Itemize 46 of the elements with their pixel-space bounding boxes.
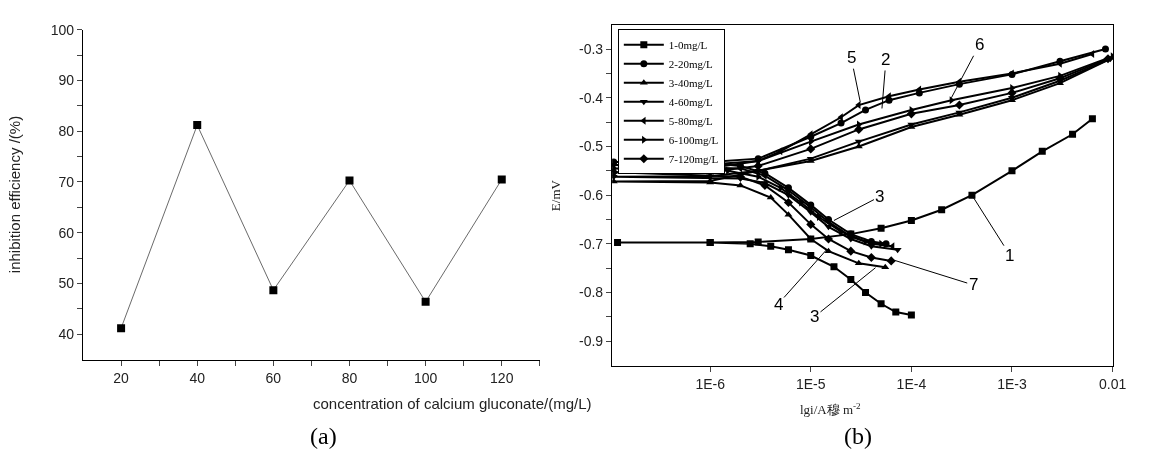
legend-label: 3-40mg/L [668,76,714,89]
y-tick-label: -0.4 [579,89,604,106]
x-axis-title: lgi/A穆 m$^{-2}$ [800,401,862,418]
y-tick-label: -0.7 [579,235,604,252]
annotation: 5 [847,48,857,67]
legend-label: 7-120mg/L [668,152,719,165]
y-tick-label: 60 [58,224,75,241]
x-tick-label: 60 [265,369,282,386]
annotation: 2 [881,50,891,69]
x-tick-label: 1E-6 [695,375,726,392]
x-tick-label: 0.01 [1098,375,1127,392]
y-tick-label: -0.6 [579,187,604,204]
y-tick-label: 50 [58,275,75,292]
annotation: 6 [975,35,985,54]
y-axis-title: inhibition efficiency /(%) [5,115,23,274]
text: (b) [844,423,872,449]
x-axis-title: concentration of calcium gluconate/(mg/L) [313,395,592,412]
x-tick-label: 1E-3 [997,375,1027,392]
x-tick-label: 40 [189,369,206,386]
legend-label: 1-0mg/L [668,38,708,51]
legend-label: 6-100mg/L [668,133,719,146]
y-tick-label: 70 [58,173,75,190]
text: (a) [310,423,337,449]
y-tick-label: 100 [50,21,75,38]
annotation: 1 [1005,246,1015,265]
y-tick-label: 40 [58,326,75,343]
y-tick-label: 90 [58,72,75,89]
annotation: 7 [969,275,979,294]
legend-label: 2-20mg/L [668,57,714,70]
annotation: 3 [875,187,885,206]
y-axis-title: E/mV [547,179,563,212]
x-tick-label: 1E-4 [896,375,927,392]
legend-label: 4-60mg/L [668,95,714,108]
y-tick-label: -0.3 [579,40,604,57]
x-tick-label: 20 [113,369,130,386]
x-tick-label: 120 [490,369,514,386]
x-tick-label: 80 [341,369,358,386]
legend-label: 5-80mg/L [668,114,714,127]
annotation: 4 [774,295,784,314]
x-tick-label: 1E-5 [795,375,826,392]
annotation: 3 [810,307,820,326]
y-tick-label: 80 [58,123,75,140]
y-tick-label: -0.5 [579,138,604,155]
y-tick-label: -0.8 [579,284,604,301]
y-tick-label: -0.9 [579,333,604,350]
x-tick-label: 100 [413,369,438,386]
